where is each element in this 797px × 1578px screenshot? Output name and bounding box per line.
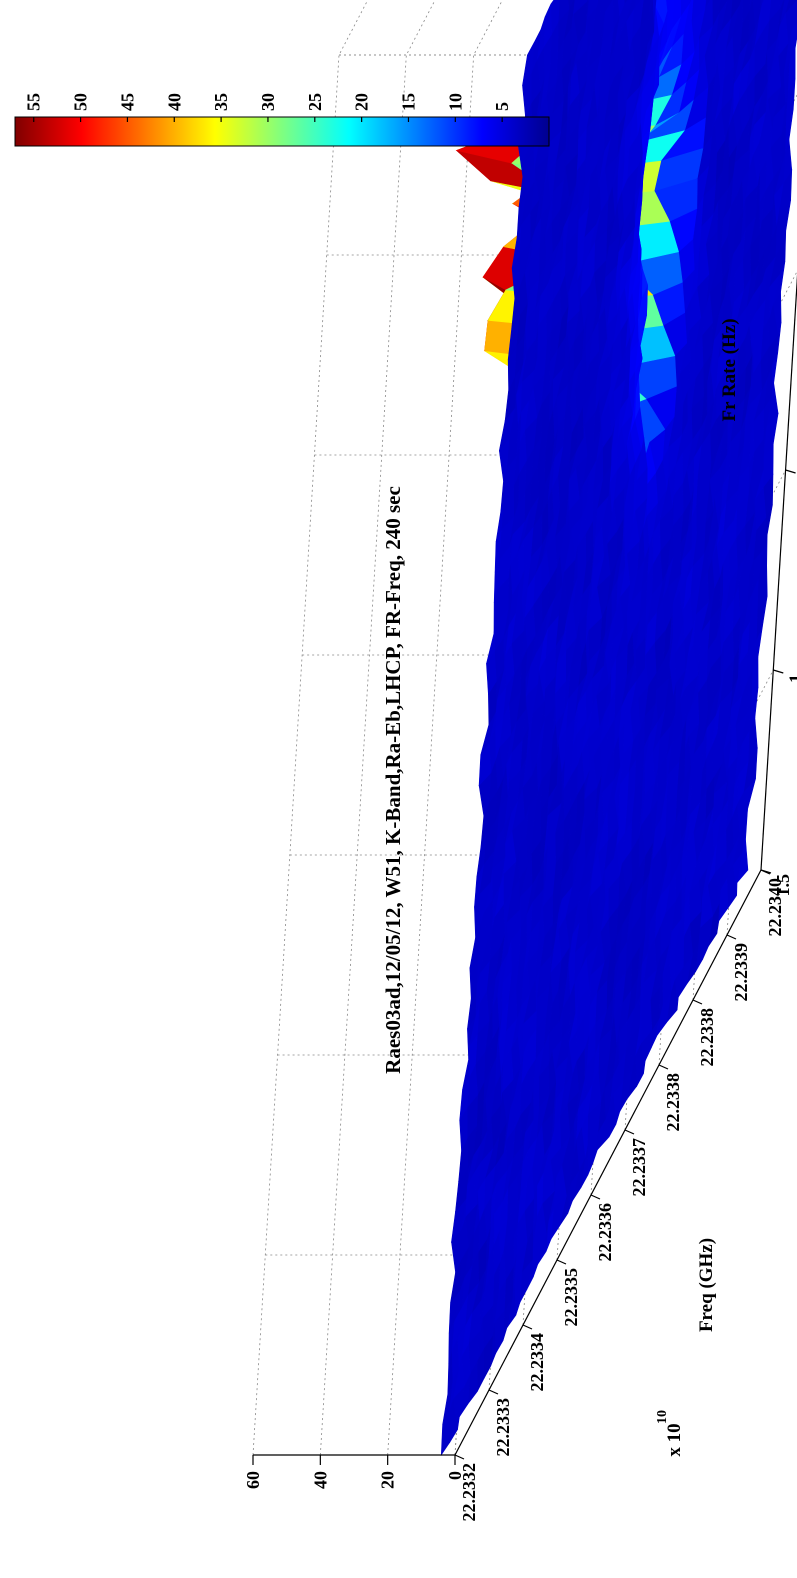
- x-axis-label-group: Freq (GHz): [696, 1238, 717, 1332]
- x-tick-label: 22.2339: [731, 943, 751, 1002]
- surface-patch: [522, 42, 535, 86]
- surface-patch: [730, 0, 740, 19]
- x-tick-label: 22.2336: [595, 1203, 615, 1262]
- x-tick: [454, 1454, 465, 1460]
- y-tick-label: 1.5: [773, 874, 793, 897]
- surface-patch: [586, 0, 597, 21]
- x-tick: [692, 999, 703, 1005]
- y-tick: [773, 669, 784, 674]
- z-tick-label: 60: [243, 1471, 263, 1489]
- colorbar: 5 10 15 20 25 30 35 40 45 50 55: [14, 93, 550, 147]
- surface-patch: [758, 0, 763, 16]
- surface-patch: [617, 0, 625, 17]
- x-tick-label: 22.2335: [561, 1268, 581, 1327]
- x-tick-label: 22.2337: [629, 1138, 649, 1197]
- colorbar-tick-label: 30: [258, 93, 278, 111]
- z-tick-label: 40: [310, 1471, 330, 1489]
- x-multiplier-exponent: 10: [655, 1410, 670, 1424]
- z-tick-label: 0: [445, 1471, 465, 1480]
- x-tick-label: 22.2338: [697, 1008, 717, 1067]
- surface-patch: [749, 0, 752, 11]
- y-axis-line: [760, 274, 797, 871]
- chart-title: Raes03ad,12/05/12, W51, K-Band,Ra-Eb,LHC…: [381, 486, 405, 1074]
- x-tick: [624, 1129, 635, 1135]
- surface-patch: [785, 0, 797, 14]
- surface-patch: [665, 0, 674, 12]
- surface-patch: [572, 0, 588, 15]
- z-tick-label: 20: [378, 1471, 398, 1489]
- colorbar-gradient: [14, 116, 550, 147]
- x-multiplier: x 10: [664, 1423, 685, 1456]
- y-tick: [760, 869, 772, 874]
- x-tick: [726, 934, 737, 940]
- surface-mesh: [440, 0, 797, 1457]
- y-tick: [785, 469, 796, 474]
- x-tick-label: 22.2340: [765, 878, 785, 937]
- y-axis-label-group: Fr Rate (Hz): [719, 318, 740, 421]
- x-tick: [522, 1324, 533, 1330]
- surface-patch: [718, 0, 728, 14]
- colorbar-tick-label: 20: [352, 93, 372, 111]
- surface-patch: [567, 0, 574, 11]
- axes: 22.2332 22.2333 22.2334 22.2335 22.2336 22.23…: [243, 274, 797, 1522]
- colorbar-tick-label: 55: [24, 93, 44, 111]
- colorbar-tick-label: 40: [164, 93, 184, 111]
- x-tick-label: 22.2333: [493, 1398, 513, 1457]
- x-multiplier-group: x 10 10: [655, 1410, 685, 1457]
- colorbar-tick-label: 15: [398, 93, 418, 111]
- x-tick: [488, 1389, 499, 1395]
- x-tick-label: 22.2334: [527, 1333, 547, 1392]
- colorbar-tick-label: 35: [211, 93, 231, 111]
- colorbar-ticks: 5 10 15 20 25 30 35 40 45 50 55: [24, 93, 512, 122]
- y-axis-label: Fr Rate (Hz): [719, 318, 740, 421]
- x-tick: [556, 1259, 567, 1265]
- surface-patch: [623, 0, 628, 5]
- y-tick-label: 1: [785, 674, 797, 683]
- colorbar-tick-label: 10: [445, 93, 465, 111]
- x-axis-line: [454, 869, 762, 1456]
- chart-title-group: Raes03ad,12/05/12, W51, K-Band,Ra-Eb,LHC…: [381, 486, 405, 1074]
- surface-patch: [680, 0, 691, 17]
- x-tick-label: 22.2332: [459, 1463, 479, 1522]
- colorbar-tick-label: 50: [71, 93, 91, 111]
- x-tick: [590, 1194, 601, 1200]
- x-tick-label: 22.2338: [663, 1073, 683, 1132]
- colorbar-tick-label: 45: [117, 93, 137, 111]
- x-axis-label: Freq (GHz): [696, 1238, 717, 1332]
- surface-patch: [704, 0, 711, 9]
- colorbar-tick-label: 25: [305, 93, 325, 111]
- colorbar-tick-label: 5: [492, 102, 512, 111]
- surface-patch: [633, 0, 642, 9]
- x-tick: [658, 1064, 669, 1070]
